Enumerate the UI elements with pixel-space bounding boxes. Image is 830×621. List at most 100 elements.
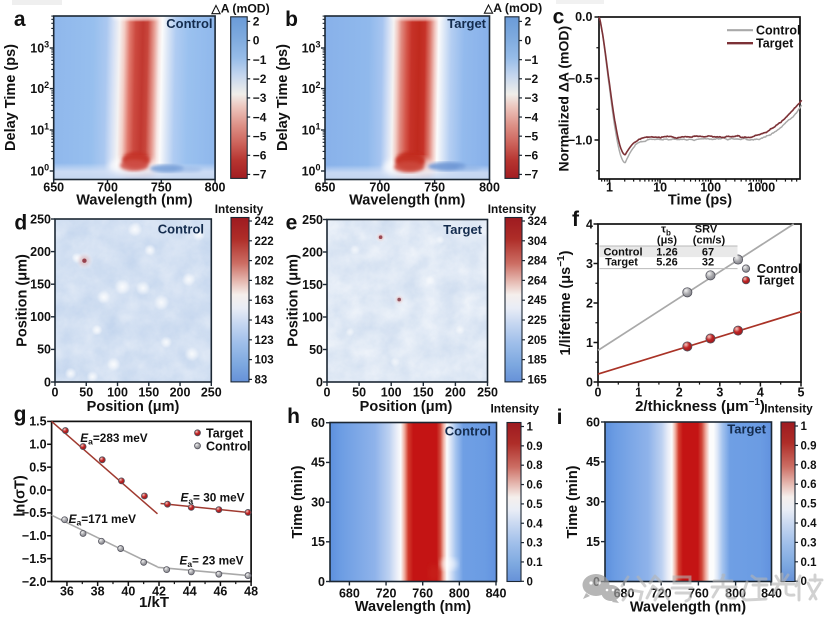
svg-text:50: 50 [352,386,366,400]
svg-text:−5: −5 [525,129,539,143]
svg-text:Control: Control [206,439,250,453]
svg-text:−1: −1 [253,53,267,67]
svg-text:1: 1 [635,386,642,400]
svg-text:700: 700 [369,181,390,195]
svg-text:Target: Target [206,426,244,440]
svg-text:304: 304 [528,236,548,248]
svg-text:750: 750 [424,181,445,195]
svg-text:165: 165 [528,374,548,386]
svg-text:−6: −6 [525,149,539,163]
svg-text:Normalized ΔA (mOD): Normalized ΔA (mOD) [556,26,572,172]
svg-text:ln(σT): ln(σT) [13,475,29,516]
svg-text:−3: −3 [253,91,267,105]
svg-text:0.4: 0.4 [801,518,818,530]
svg-text:−7: −7 [253,168,267,182]
svg-text:225: 225 [528,315,548,327]
svg-text:284: 284 [528,256,548,268]
svg-text:2/thickness (μm−1): 2/thickness (μm−1) [635,397,765,415]
svg-text:(cm/s): (cm/s) [693,234,726,246]
svg-text:36: 36 [60,585,74,599]
svg-text:50: 50 [309,343,323,357]
svg-text:Delay Time (ps): Delay Time (ps) [3,44,19,151]
svg-text:Ea=171 meV: Ea=171 meV [69,512,137,528]
svg-text:3: 3 [586,257,593,271]
svg-text:245: 245 [528,295,548,307]
svg-text:45: 45 [311,456,325,470]
svg-text:38: 38 [91,585,105,599]
svg-text:Ea= 23 meV: Ea= 23 meV [179,554,243,570]
svg-text:−1.0: −1.0 [568,133,593,147]
svg-text:720: 720 [376,587,397,601]
svg-text:1: 1 [527,422,534,434]
svg-text:h: h [287,405,300,428]
svg-text:0: 0 [253,34,260,48]
svg-text:700: 700 [97,181,118,195]
svg-text:250: 250 [477,386,498,400]
svg-text:0.0: 0.0 [29,483,46,497]
svg-text:5: 5 [798,386,805,400]
svg-text:123: 123 [255,335,274,347]
svg-text:0: 0 [595,386,602,400]
svg-text:0.5: 0.5 [527,499,544,511]
svg-text:e: e [286,212,298,235]
svg-text:4: 4 [586,217,593,231]
svg-text:0: 0 [316,375,323,389]
svg-text:250: 250 [30,212,51,226]
svg-text:Control: Control [756,24,800,38]
svg-text:△A (mOD): △A (mOD) [210,2,269,16]
svg-text:83: 83 [255,374,268,386]
svg-text:Control: Control [166,16,212,31]
svg-text:Time (min): Time (min) [565,465,581,538]
svg-text:d: d [14,212,27,235]
svg-text:i: i [557,406,563,429]
svg-text:680: 680 [339,587,360,601]
svg-text:42: 42 [152,585,166,599]
svg-text:1.5: 1.5 [29,415,46,429]
svg-text:Time (ps): Time (ps) [668,193,732,209]
svg-text:−6: −6 [253,149,267,163]
svg-text:60: 60 [311,416,325,430]
svg-text:185: 185 [528,355,548,367]
svg-text:Target: Target [727,421,766,436]
svg-text:0.3: 0.3 [801,537,817,549]
svg-text:Target: Target [756,37,794,51]
svg-text:150: 150 [302,278,323,292]
svg-text:−4: −4 [253,110,267,124]
svg-text:−3: −3 [525,91,539,105]
svg-text:650: 650 [43,181,64,195]
svg-text:44: 44 [183,585,197,599]
svg-text:Wavelength (nm): Wavelength (nm) [630,600,746,616]
svg-text:30: 30 [586,495,600,509]
svg-text:0.6: 0.6 [801,479,817,491]
svg-text:0.3: 0.3 [527,538,543,550]
svg-text:Intensity: Intensity [491,401,540,415]
svg-text:Control: Control [757,262,801,276]
svg-text:32: 32 [702,256,714,268]
svg-text:0.8: 0.8 [527,460,544,472]
svg-text:15: 15 [311,535,325,549]
svg-text:163: 163 [255,295,274,307]
svg-text:1000: 1000 [747,181,775,195]
svg-text:−0.5: −0.5 [22,506,47,520]
svg-text:1/lifetime (μs−1): 1/lifetime (μs−1) [556,250,574,355]
svg-text:Ea= 30 meV: Ea= 30 meV [180,490,244,506]
svg-text:b: b [285,8,298,31]
svg-text:Wavelength (nm): Wavelength (nm) [76,193,192,209]
svg-text:c: c [553,6,565,29]
svg-text:30: 30 [311,495,325,509]
svg-text:2: 2 [253,15,260,29]
svg-text:−4: −4 [525,110,539,124]
svg-text:0.1: 0.1 [527,557,544,569]
svg-text:0: 0 [52,386,59,400]
svg-text:250: 250 [302,213,323,227]
svg-text:τb: τb [661,224,671,238]
svg-text:100: 100 [30,310,51,324]
svg-text:40: 40 [121,585,135,599]
svg-text:0.4: 0.4 [527,518,544,530]
svg-text:2: 2 [525,15,532,29]
svg-text:Control: Control [603,246,642,258]
svg-text:Control: Control [158,222,204,237]
svg-text:3: 3 [716,386,723,400]
svg-text:Position (μm): Position (μm) [15,254,31,347]
svg-text:205: 205 [528,335,548,347]
